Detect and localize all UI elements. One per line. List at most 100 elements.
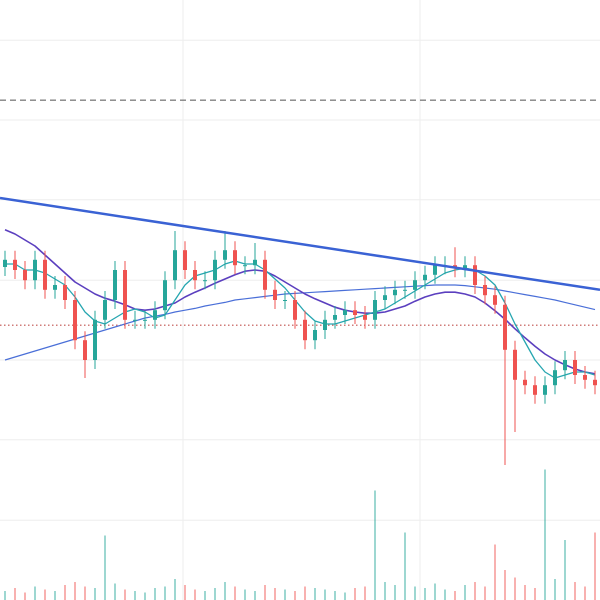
candle-body (133, 319, 137, 321)
candle-body (3, 259, 7, 267)
candle-body (483, 285, 487, 296)
volume-bar (434, 583, 436, 600)
volume-bar (374, 490, 376, 600)
volume-bar (204, 591, 206, 600)
volume-bar (164, 586, 166, 600)
candle-body (73, 300, 77, 341)
candle-body (353, 310, 357, 315)
volume-bar (34, 586, 36, 600)
volume-bar (474, 582, 476, 600)
candle-body (423, 274, 427, 281)
volume-bar (464, 585, 466, 600)
volume-bar (514, 577, 516, 600)
volume-bar (94, 588, 96, 600)
volume-bar (574, 582, 576, 600)
volume-bar (104, 535, 106, 600)
candle-body (573, 360, 577, 375)
volume-bar (24, 592, 26, 600)
candle-body (333, 315, 337, 320)
volume-bar (384, 582, 386, 600)
volume-bar (534, 588, 536, 600)
volume-bar (254, 591, 256, 600)
candle-body (83, 340, 87, 360)
volume-bar (584, 586, 586, 600)
candle-body (263, 259, 267, 290)
volume-bar (64, 585, 66, 600)
volume-bar (114, 583, 116, 600)
volume-bar (494, 544, 496, 600)
volume-bar (234, 586, 236, 600)
candle-body (113, 270, 117, 300)
volume-bar (394, 585, 396, 600)
volume-bar (324, 589, 326, 600)
volume-bar (414, 586, 416, 600)
candle-body (463, 265, 467, 269)
candle-body (583, 375, 587, 380)
candle-body (383, 295, 387, 300)
candle-body (33, 259, 37, 281)
volume-bar (54, 591, 56, 600)
volume-bar (84, 586, 86, 600)
volume-bar (124, 589, 126, 600)
volume-bar (544, 469, 546, 600)
candle-body (553, 370, 557, 386)
candle-body (563, 360, 567, 371)
volume-bar (4, 591, 6, 600)
volume-bar (524, 585, 526, 600)
volume-bar (304, 586, 306, 600)
candle-body (53, 285, 57, 290)
candle-body (293, 300, 297, 320)
candle-body (253, 259, 257, 266)
candle-body (43, 259, 47, 290)
candle-body (13, 259, 17, 270)
candle-body (163, 280, 167, 311)
candle-body (233, 250, 237, 266)
volume-bar (294, 591, 296, 600)
volume-bar (334, 591, 336, 600)
candle-body (153, 310, 157, 320)
volume-bar (264, 585, 266, 600)
candle-body (323, 319, 327, 330)
candle-body (193, 270, 197, 281)
candle-body (513, 349, 517, 380)
candle-body (283, 300, 287, 301)
candle-body (63, 285, 67, 300)
volume-bar (154, 588, 156, 600)
candle-body (593, 379, 597, 386)
candle-body (533, 385, 537, 395)
trendline (0, 196, 600, 292)
volume-bar (224, 582, 226, 600)
volume-bar (454, 591, 456, 600)
volume-bar (174, 579, 176, 600)
volume-bar (74, 582, 76, 600)
volume-bar (274, 588, 276, 600)
candle-body (403, 289, 407, 291)
volume-bar (244, 589, 246, 600)
candle-body (523, 379, 527, 386)
volume-bar (354, 588, 356, 600)
volume-bar (14, 588, 16, 600)
volume-bar (284, 589, 286, 600)
volume-bar (404, 532, 406, 600)
candle-body (493, 295, 497, 305)
candle-body (243, 265, 247, 267)
volume-bar (214, 588, 216, 600)
volume-bar (594, 532, 596, 600)
candle-body (413, 280, 417, 290)
candle-body (23, 270, 27, 281)
candle-body (473, 265, 477, 285)
volume-bar (424, 588, 426, 600)
moving-average (4, 284, 596, 361)
candle-body (363, 315, 367, 320)
candle-body (343, 310, 347, 315)
volume-bar (144, 592, 146, 600)
candle-body (543, 385, 547, 395)
candle-body (93, 319, 97, 360)
candle-body (223, 250, 227, 260)
candle-body (303, 319, 307, 341)
volume-bar (44, 589, 46, 600)
candle-body (103, 300, 107, 320)
candle-body (203, 280, 207, 282)
